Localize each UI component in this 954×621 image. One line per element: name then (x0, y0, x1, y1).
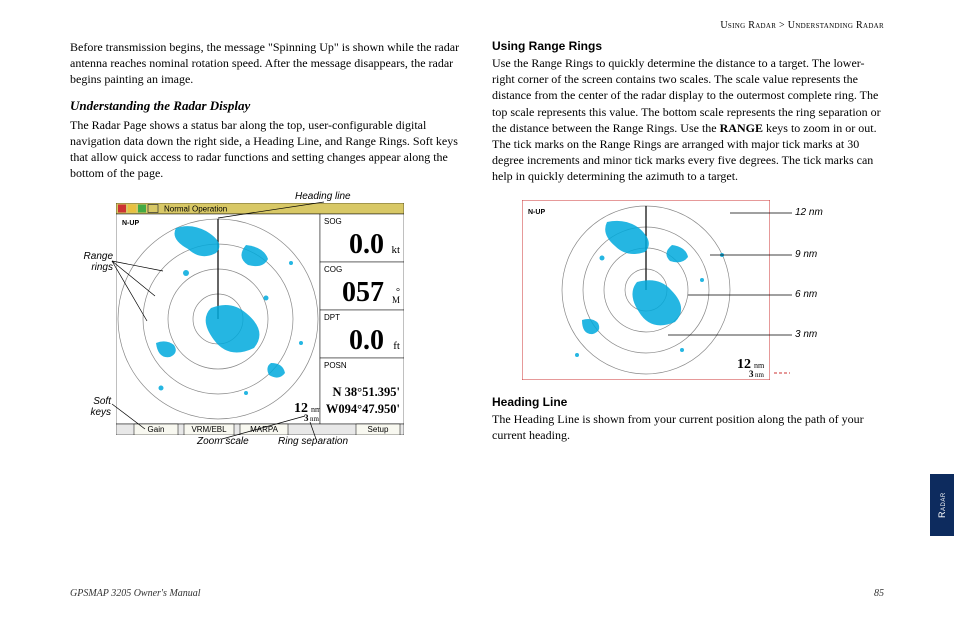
callout-ring-separation: Ring separation (278, 436, 348, 447)
svg-text:N 38°51.395': N 38°51.395' (333, 385, 401, 399)
svg-text:057: 057 (342, 277, 384, 308)
svg-text:POSN: POSN (324, 361, 347, 370)
callout-soft-keys: Soft keys (81, 396, 111, 418)
ring-label-12nm: 12 nm (795, 207, 823, 218)
ringsep-value: 3 (304, 413, 309, 423)
svg-text:nm: nm (755, 371, 765, 379)
svg-text:0.0: 0.0 (349, 229, 384, 260)
svg-text:nm: nm (754, 361, 765, 370)
svg-text:Setup: Setup (368, 425, 389, 434)
svg-text:M: M (392, 295, 400, 305)
left-column: Before transmission begins, the message … (70, 39, 462, 453)
ring-label-6nm: 6 nm (795, 289, 817, 300)
intro-paragraph: Before transmission begins, the message … (70, 39, 462, 88)
breadcrumb-sep: > (776, 20, 788, 31)
heading-line-heading: Heading Line (492, 395, 884, 409)
svg-text:VRM/EBL: VRM/EBL (191, 425, 227, 434)
svg-text:ft: ft (393, 340, 400, 352)
svg-text:COG: COG (324, 265, 342, 274)
status-text: Normal Operation (164, 205, 227, 214)
orientation-label: N-UP (122, 220, 139, 227)
callout-zoom-scale: Zoom scale (197, 436, 249, 447)
radar-figure-annotated: Heading line Range rings Soft keys Zoom … (70, 191, 462, 446)
radar-device-screenshot: Normal Operation N-UP (116, 203, 404, 435)
breadcrumb-page: Understanding Radar (788, 20, 884, 31)
footer-manual-title: GPSMAP 3205 Owner's Manual (70, 588, 201, 599)
side-tab-radar: Radar (930, 474, 954, 536)
svg-text:DPT: DPT (324, 313, 340, 322)
page-footer: GPSMAP 3205 Owner's Manual 85 (70, 588, 884, 599)
svg-text:W094°47.950': W094°47.950' (326, 402, 400, 416)
svg-text:0.0: 0.0 (349, 325, 384, 356)
range-rings-heading: Using Range Rings (492, 39, 884, 53)
ringsep-unit: nm (310, 415, 320, 423)
range-ring-svg: N-UP 12 nm (522, 200, 770, 380)
svg-text:kt: kt (391, 244, 400, 256)
data-panels: SOG 0.0 kt COG 057 ° M DPT 0.0 ft POSN N… (320, 214, 404, 424)
range-rings-body: Use the Range Rings to quickly determine… (492, 55, 884, 185)
svg-text:Gain: Gain (148, 425, 165, 434)
breadcrumb-section: Using Radar (720, 20, 776, 31)
rr-text-range-key: RANGE (720, 121, 763, 135)
svg-text:N-UP: N-UP (528, 209, 545, 216)
heading-line-body: The Heading Line is shown from your curr… (492, 411, 884, 443)
callout-heading-line: Heading line (295, 191, 351, 202)
footer-page-number: 85 (874, 588, 884, 599)
side-tab-label: Radar (937, 492, 947, 518)
page-breadcrumb: Using Radar > Understanding Radar (70, 20, 884, 31)
right-column: Using Range Rings Use the Range Rings to… (492, 39, 884, 453)
svg-text:3: 3 (749, 369, 754, 379)
section-body: The Radar Page shows a status bar along … (70, 117, 462, 182)
section-heading: Understanding the Radar Display (70, 98, 462, 114)
svg-text:MARPA: MARPA (250, 425, 279, 434)
ring-label-3nm: 3 nm (795, 329, 817, 340)
range-ring-figure: N-UP 12 nm (492, 195, 884, 395)
svg-text:SOG: SOG (324, 217, 342, 226)
ring-label-9nm: 9 nm (795, 249, 817, 260)
callout-range-rings: Range rings (78, 251, 113, 273)
